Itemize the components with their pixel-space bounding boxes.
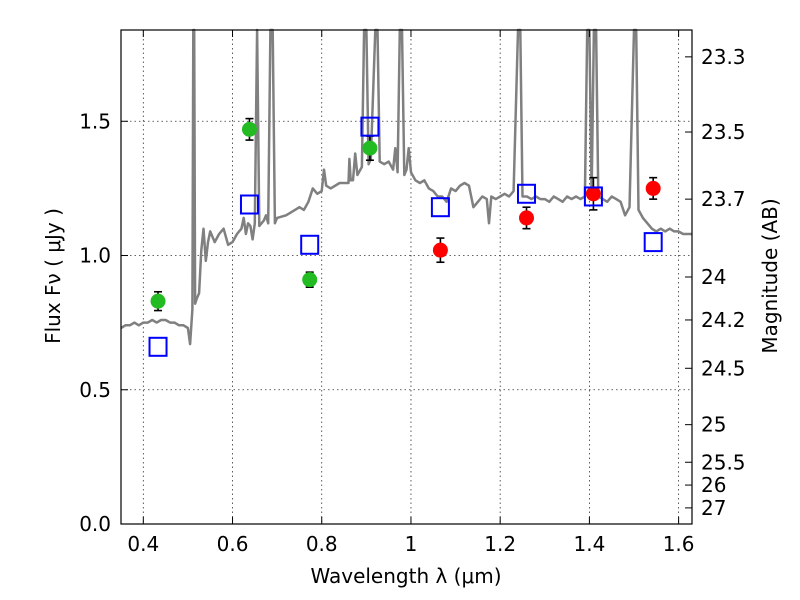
- plot-frame: [120, 29, 693, 525]
- data-point: [241, 121, 257, 137]
- y-tick-label: 1.5: [79, 109, 111, 133]
- right-tick-label: 23.5: [701, 120, 746, 144]
- right-tick-label: 24: [701, 265, 726, 289]
- data-point: [645, 180, 661, 196]
- data-point: [362, 140, 378, 156]
- right-axis-title: Magnitude (AB): [758, 198, 782, 353]
- model-point: [148, 336, 168, 357]
- model-point: [643, 232, 663, 253]
- y-tick-label: 1.0: [79, 244, 111, 268]
- model-point: [516, 183, 536, 204]
- right-tick-label: 25: [701, 413, 726, 437]
- right-tick-label: 25.5: [701, 450, 746, 474]
- right-tick-label: 23.3: [701, 45, 746, 69]
- x-tick-label: 0.8: [306, 532, 338, 556]
- grid-lines: [121, 30, 692, 525]
- spectrum-line: [120, 28, 692, 346]
- data-point: [302, 272, 318, 288]
- x-tick-label: 1: [405, 532, 418, 556]
- x-axis-title: Wavelength λ (μm): [310, 564, 501, 588]
- x-tick-label: 1.2: [484, 532, 516, 556]
- model-point: [239, 194, 259, 215]
- axis-ticks: 0.4 0.6 0.8 1 1.2 1.4 1.6 0.0 0.5 1.0 1.5 23.3 23.5 2…: [79, 30, 746, 556]
- model-point: [300, 234, 320, 255]
- x-tick-label: 0.6: [217, 532, 249, 556]
- x-tick-label: 1.6: [663, 532, 695, 556]
- model-point: [583, 186, 603, 207]
- model-point: [430, 197, 450, 218]
- data-point: [585, 186, 601, 202]
- y-tick-label: 0.5: [79, 378, 111, 402]
- right-tick-label: 24.2: [701, 308, 746, 332]
- right-tick-label: 24.5: [701, 356, 746, 380]
- photometry-points: [148, 116, 663, 357]
- y-tick-label: 0.0: [79, 512, 111, 536]
- y-axis-title: Flux Fν ( μJy ): [41, 208, 65, 344]
- right-tick-label: 26: [701, 473, 726, 497]
- data-point: [150, 293, 166, 309]
- spectrum-series: [120, 28, 692, 346]
- right-tick-label: 23.7: [701, 187, 746, 211]
- right-tick-label: 27: [701, 496, 726, 520]
- x-tick-label: 0.4: [127, 532, 159, 556]
- model-point: [360, 116, 380, 137]
- data-point: [518, 210, 534, 226]
- x-tick-label: 1.4: [573, 532, 605, 556]
- data-point: [432, 242, 448, 258]
